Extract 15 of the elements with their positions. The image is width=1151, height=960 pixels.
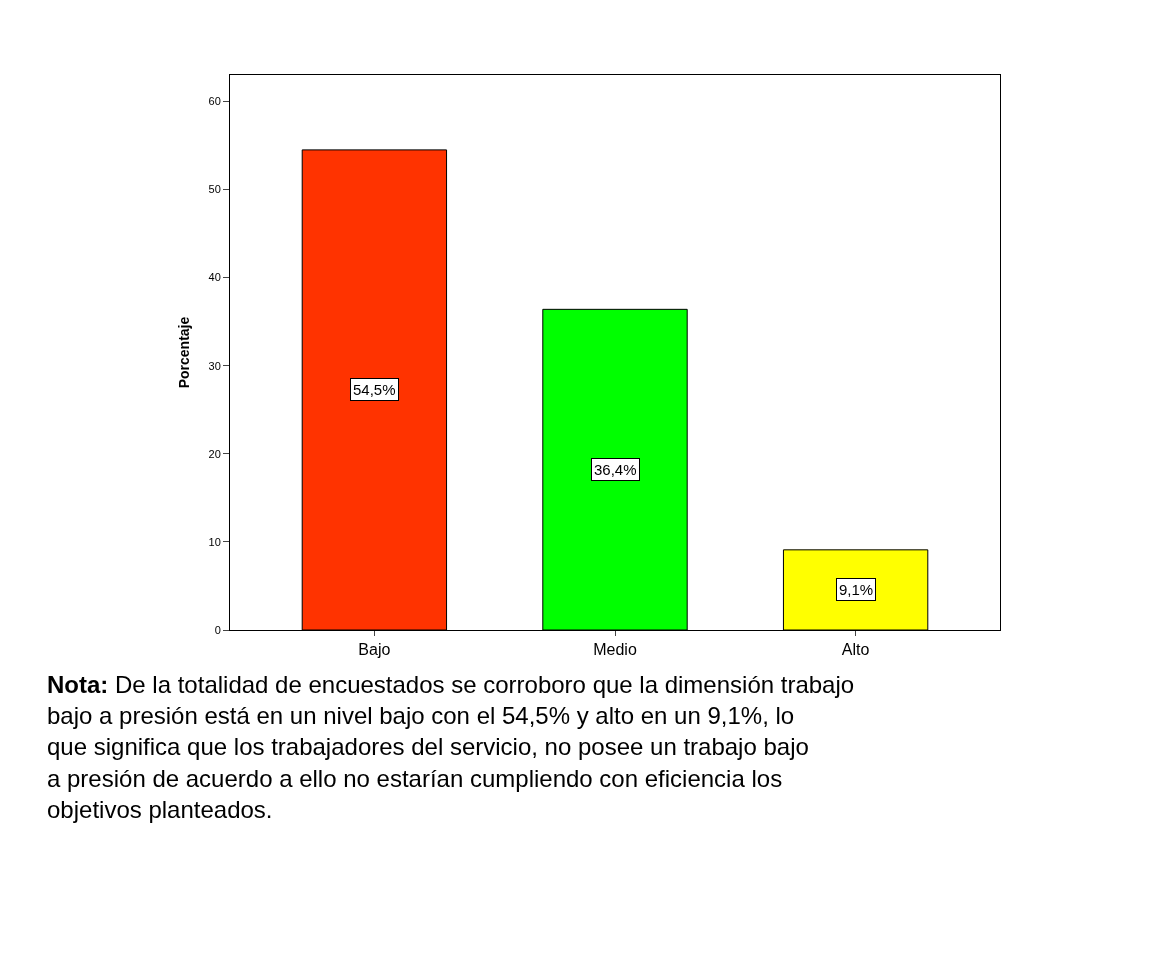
text: Nota: <box>47 671 109 698</box>
y-axis-title: Porcentaje <box>176 316 193 389</box>
y-tick-label: 10 <box>208 535 221 548</box>
y-tick-label: 60 <box>208 95 221 108</box>
data-label: 54,5% <box>353 381 396 398</box>
y-tick-label: 40 <box>208 271 221 284</box>
y-tick-label: 0 <box>214 623 221 636</box>
y-tick-label: 30 <box>208 359 221 372</box>
y-tick-label: 50 <box>208 183 221 196</box>
x-tick-label: Alto <box>841 641 870 659</box>
data-label: 9,1% <box>839 581 874 598</box>
data-label: 36,4% <box>594 461 637 478</box>
x-tick-label: Medio <box>593 641 637 659</box>
y-tick-label: 20 <box>208 447 221 460</box>
x-tick-label: Bajo <box>358 641 391 659</box>
